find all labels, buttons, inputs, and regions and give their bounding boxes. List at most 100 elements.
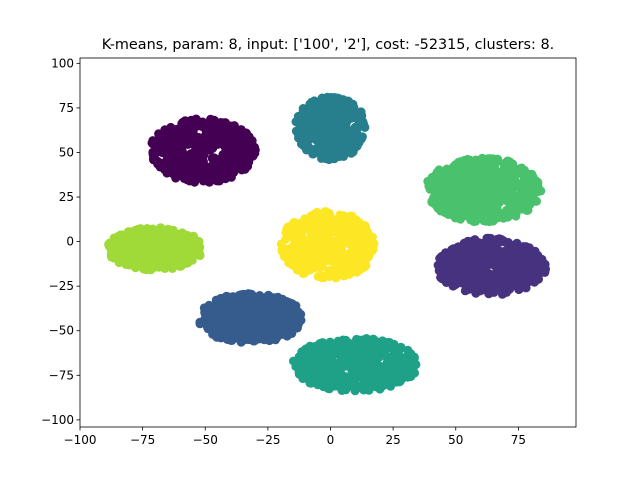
data-point (347, 375, 357, 385)
data-point (282, 224, 292, 234)
data-point (499, 161, 509, 171)
data-point (194, 237, 204, 247)
data-point (359, 374, 369, 384)
data-point (493, 156, 503, 166)
data-point (255, 329, 265, 339)
points-layer (104, 92, 550, 396)
data-point (335, 210, 345, 220)
cluster-3 (291, 92, 370, 165)
data-point (206, 176, 216, 186)
data-point (294, 254, 304, 263)
data-point (351, 137, 361, 147)
data-point (458, 264, 468, 274)
axes-frame (79, 57, 577, 428)
data-point (193, 160, 203, 170)
data-point (144, 225, 154, 235)
data-point (326, 129, 336, 139)
data-point (515, 283, 525, 293)
data-point (297, 228, 307, 238)
data-point (185, 165, 195, 175)
data-point (449, 197, 459, 207)
data-point (209, 161, 218, 171)
data-point (266, 325, 276, 335)
data-point (475, 178, 485, 188)
data-point (299, 264, 309, 274)
data-point (359, 120, 369, 129)
data-point (337, 363, 347, 372)
data-point (362, 334, 371, 343)
data-point (329, 268, 339, 278)
data-point (179, 247, 189, 257)
data-point (265, 307, 275, 317)
data-point (208, 153, 218, 163)
data-point (525, 260, 535, 270)
y-tick-label: 100 (51, 56, 74, 70)
data-point (519, 181, 529, 191)
data-point (383, 337, 393, 347)
data-point (163, 133, 173, 143)
data-point (130, 245, 140, 255)
data-point (360, 233, 369, 243)
data-point (306, 240, 316, 250)
data-point (448, 244, 458, 254)
data-point (485, 154, 495, 164)
data-point (139, 254, 149, 264)
chart-title: K-means, param: 8, input: ['100', '2'], … (102, 37, 554, 53)
data-point (506, 255, 516, 265)
data-point (521, 252, 531, 262)
data-point (177, 130, 187, 140)
data-point (333, 251, 342, 260)
data-point (158, 229, 168, 239)
data-point (460, 274, 470, 284)
data-point (255, 309, 265, 318)
data-point (226, 331, 236, 341)
data-point (485, 259, 495, 269)
data-point (288, 324, 298, 334)
data-point (518, 266, 528, 276)
data-point (296, 121, 306, 131)
data-point (380, 377, 390, 387)
data-point (488, 236, 498, 246)
y-tick-label: −25 (49, 279, 74, 293)
data-point (227, 136, 237, 146)
data-point (234, 315, 244, 324)
data-point (374, 360, 384, 370)
data-point (160, 240, 169, 250)
data-point (532, 196, 541, 206)
data-point (433, 203, 443, 213)
data-point (331, 217, 341, 227)
data-point (339, 371, 349, 381)
data-point (355, 265, 365, 275)
data-point (357, 221, 367, 231)
data-point (188, 128, 197, 137)
data-point (221, 122, 231, 132)
data-point (395, 376, 405, 386)
data-point (505, 173, 514, 182)
data-point (469, 263, 479, 273)
x-tick-label: 25 (385, 433, 400, 447)
data-point (316, 222, 325, 232)
data-point (352, 347, 362, 357)
data-point (314, 214, 324, 224)
data-point (157, 142, 167, 152)
data-point (241, 143, 251, 153)
data-point (499, 213, 509, 223)
data-point (488, 283, 498, 293)
data-point (127, 259, 137, 269)
data-point (529, 277, 539, 287)
data-point (324, 245, 334, 254)
data-point (316, 115, 326, 125)
data-point (353, 113, 363, 123)
data-point (363, 346, 373, 356)
data-point (509, 190, 519, 200)
data-point (294, 369, 304, 379)
data-point (487, 170, 497, 180)
data-point (515, 164, 525, 174)
data-point (308, 342, 318, 352)
data-point (503, 238, 513, 247)
data-point (305, 358, 315, 368)
data-point (233, 329, 243, 339)
data-point (397, 365, 407, 375)
y-tick-label: 25 (59, 190, 74, 204)
data-point (491, 193, 501, 203)
